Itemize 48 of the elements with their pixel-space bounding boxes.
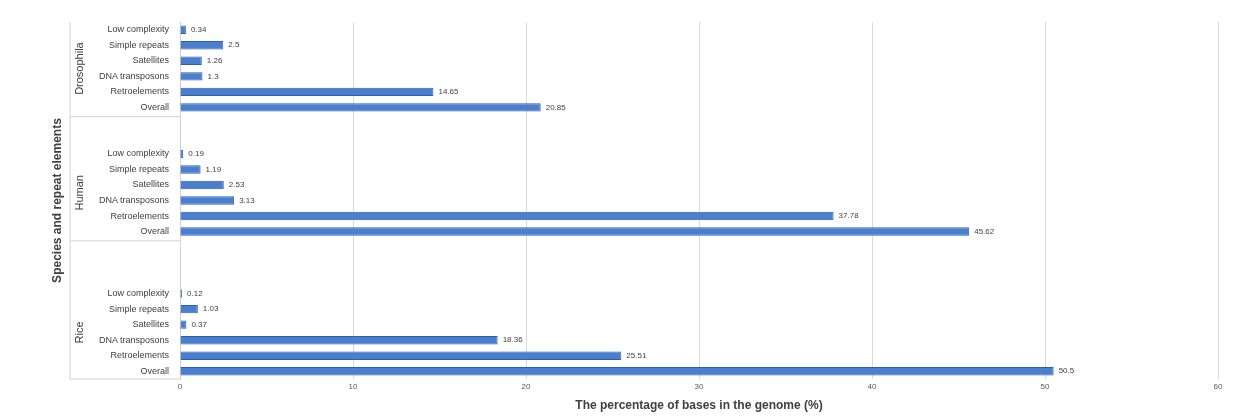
y-tick-label: DNA transposons: [98, 334, 170, 345]
text: Rice: [73, 321, 86, 344]
data-label: 37.78: [838, 211, 860, 221]
y-tick-label: DNA transposons: [98, 194, 170, 205]
data-label: 25.51: [626, 350, 647, 360]
y-tick-label: Satellites: [132, 179, 170, 190]
y-tick-label: Satellites: [132, 319, 170, 330]
x-tick-label: 50: [1040, 382, 1050, 391]
x-tick-label: 0: [177, 382, 183, 391]
data-label: 1.3: [207, 71, 220, 81]
text: Human: [73, 175, 86, 211]
y-tick-label: Retroelements: [110, 86, 170, 97]
x-tick-label: 10: [348, 382, 358, 391]
data-label: 3.13: [239, 195, 256, 205]
text: Drosophila: [73, 41, 86, 95]
y-tick-label: Overall: [140, 101, 169, 112]
y-tick-label: DNA transposons: [98, 70, 170, 81]
data-label: 20.85: [545, 102, 567, 112]
data-label: 0.19: [188, 149, 205, 159]
x-tick-label: 30: [694, 382, 704, 391]
y-tick-label: Overall: [140, 226, 169, 237]
y-tick-label: Low complexity: [107, 148, 170, 159]
data-label: 14.65: [438, 87, 460, 97]
y-tick-label: Retroelements: [110, 210, 170, 221]
y-tick-label: Simple repeats: [108, 39, 170, 50]
data-label: 2.53: [228, 180, 245, 190]
y-tick-label: Simple repeats: [108, 163, 170, 174]
data-label: 18.36: [502, 335, 524, 345]
data-label: 45.62: [974, 226, 995, 236]
data-label: 0.12: [187, 288, 204, 298]
data-label: 0.37: [191, 319, 208, 329]
x-tick-label: 60: [1213, 382, 1223, 391]
y-axis-title: Species and repeat elements: [50, 117, 65, 283]
x-tick-label: 40: [867, 382, 877, 391]
x-tick-label: 20: [521, 382, 531, 391]
y-tick-label: Low complexity: [107, 24, 170, 35]
data-label: 0.34: [190, 24, 207, 34]
y-tick-label: Overall: [140, 365, 169, 376]
data-label: 50.5: [1058, 366, 1075, 376]
data-label: 1.19: [205, 164, 222, 174]
x-axis-title: The percentage of bases in the genome (%): [575, 398, 823, 413]
data-label: 1.26: [206, 56, 223, 66]
y-tick-label: Retroelements: [110, 350, 170, 361]
data-label: 2.5: [228, 40, 240, 50]
data-label: 1.03: [202, 304, 219, 314]
y-tick-label: Satellites: [132, 55, 170, 66]
y-tick-label: Simple repeats: [108, 303, 170, 314]
y-tick-label: Low complexity: [107, 288, 170, 299]
